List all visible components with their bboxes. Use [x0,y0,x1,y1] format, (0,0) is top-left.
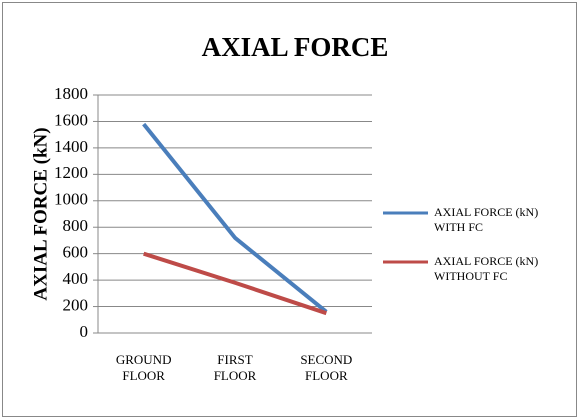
y-tick-label: 400 [63,269,89,288]
series-line [143,251,327,316]
legend-label: AXIAL FORCE (kN) WITHOUT FC [434,254,545,283]
y-tick-label: 1800 [54,84,88,103]
y-tick-label: 200 [63,295,89,314]
y-tick-label: 1000 [54,190,88,209]
y-tick-label: 800 [63,216,89,235]
y-tick-label: 0 [80,322,89,341]
chart-title: AXIAL FORCE [202,32,389,62]
y-axis-label: AXIAL FORCE (kN) [30,127,51,300]
y-tick-label: 1400 [54,137,88,156]
x-tick-label: FIRST FLOOR [213,352,257,383]
x-tick-label: SECOND FLOOR [300,352,356,383]
y-tick-label: 1200 [54,163,88,182]
legend-label: AXIAL FORCE (kN) WITH FC [434,205,545,234]
series-line [142,122,328,314]
x-tick-label: GROUND FLOOR [115,352,175,383]
y-tick-label: 1600 [54,110,88,129]
y-tick-label: 600 [63,243,89,262]
